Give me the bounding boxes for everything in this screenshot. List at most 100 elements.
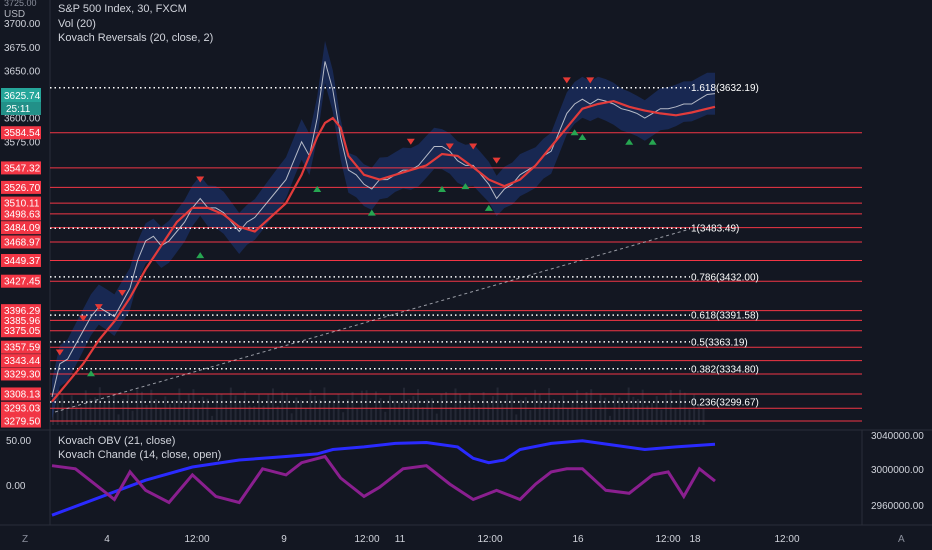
level-badge — [1, 274, 41, 288]
volume-bar — [393, 400, 396, 425]
volume-bar — [637, 398, 639, 425]
volume-bar — [669, 389, 672, 425]
volume-bar — [543, 402, 546, 425]
level-badge-label: 3468.97 — [4, 237, 41, 248]
price-axis-ticks[interactable]: 3700.00 3675.00 3650.00 3600.00 3575.00 — [4, 19, 41, 148]
fib-label: 0.236(3299.67) — [691, 397, 759, 408]
sell-signal-arrow — [492, 157, 501, 164]
volume-bar — [201, 396, 204, 425]
volume-bar — [304, 408, 307, 425]
volume-bar — [295, 397, 298, 425]
fib-label: 0.618(3391.58) — [691, 311, 759, 322]
trend-line[interactable] — [54, 228, 691, 413]
lower-right-tick: 2960000.00 — [871, 501, 924, 512]
buy-signal-arrow — [484, 204, 493, 211]
volume-bar — [632, 396, 635, 425]
sell-signal-arrow — [94, 304, 103, 311]
price-tick: 3675.00 — [4, 43, 41, 54]
volume-bar — [473, 404, 476, 425]
volume-bar — [571, 400, 574, 425]
volume-bar — [417, 389, 420, 425]
level-badge-label: 3343.44 — [4, 356, 41, 367]
volume-bar — [622, 403, 625, 425]
fib-label: 1.618(3632.19) — [691, 83, 759, 94]
volume-bar — [211, 415, 214, 425]
volume-bar — [56, 389, 59, 425]
volume-bar — [693, 394, 696, 425]
volume-bar — [463, 405, 466, 425]
volume-bar — [108, 397, 111, 425]
timezone-button[interactable]: Z — [22, 534, 28, 545]
volume-bar — [346, 399, 349, 425]
volume-indicator-legend[interactable]: Vol (20) — [58, 18, 96, 30]
right-axis-bg — [862, 0, 932, 550]
volume-bar — [468, 392, 471, 425]
kovach-band-area — [52, 40, 715, 420]
reversal-signals — [55, 77, 657, 377]
volume-bar — [98, 387, 101, 425]
volume-bar — [150, 389, 153, 425]
price-tick: 3575.00 — [4, 137, 41, 148]
chande-indicator-legend[interactable]: Kovach Chande (14, close, open) — [58, 449, 222, 461]
level-badge — [1, 340, 41, 354]
time-axis[interactable]: 4 12:00 9 12:00 11 12:00 16 12:00 18 12:00 — [104, 534, 800, 545]
volume-bar — [342, 412, 345, 425]
volume-bar — [257, 393, 260, 425]
volume-bar — [145, 404, 148, 425]
volume-bar — [688, 409, 691, 425]
lower-right-tick: 3040000.00 — [871, 431, 924, 442]
volume-bar — [491, 396, 494, 425]
kovach-band — [52, 40, 715, 420]
volume-bar — [187, 393, 190, 425]
volume-bar — [440, 393, 443, 425]
volume-bar — [548, 388, 551, 425]
reversals-indicator-legend[interactable]: Kovach Reversals (20, close, 2) — [58, 32, 214, 44]
level-badge — [1, 354, 41, 368]
obv-indicator-legend[interactable]: Kovach OBV (21, close) — [58, 435, 176, 447]
auto-scale-button[interactable]: A — [898, 534, 905, 545]
level-badge — [1, 414, 41, 428]
volume-bar — [136, 389, 139, 425]
volume-bar — [52, 409, 54, 425]
volume-bar — [225, 404, 228, 425]
level-badge-label: 3510.11 — [4, 199, 40, 210]
buy-signal-arrow — [438, 186, 446, 193]
volume-bar — [660, 409, 663, 425]
volume-bar — [651, 402, 654, 425]
volume-bar — [501, 403, 504, 425]
volume-bar — [496, 387, 499, 425]
symbol-title[interactable]: S&P 500 Index, 30, FXCM — [58, 3, 187, 15]
volume-bar — [89, 398, 92, 425]
level-badge-label: 3293.03 — [4, 404, 41, 415]
volume-bar — [608, 415, 611, 425]
volume-bar — [309, 389, 312, 425]
level-badge-label: 3498.63 — [4, 209, 41, 220]
volume-bar — [697, 403, 700, 425]
level-badge-label: 3584.54 — [4, 128, 41, 139]
level-badge — [1, 367, 41, 381]
volume-bar — [178, 388, 181, 425]
volume-bar — [80, 406, 83, 425]
volume-bar — [459, 393, 462, 425]
volume-bar — [379, 398, 382, 425]
volume-bar — [646, 405, 649, 425]
fibonacci-lines[interactable]: 1.618(3632.19) 1(3483.49) 0.786(3432.00) 0.… — [50, 83, 759, 408]
volume-bar — [599, 393, 602, 425]
volume-bar — [215, 393, 218, 425]
volume-bar — [388, 395, 391, 425]
support-resistance-lines[interactable] — [50, 132, 862, 422]
volume-bar — [206, 398, 209, 425]
volume-bar — [627, 387, 630, 425]
sell-signal-arrow — [55, 349, 64, 356]
level-badge — [1, 126, 41, 140]
buy-signal-arrow — [196, 252, 205, 259]
volume-bar — [477, 407, 480, 425]
time-tick: 12:00 — [354, 534, 379, 545]
volume-bar — [248, 405, 251, 425]
volume-bar — [454, 388, 457, 425]
level-badge — [1, 313, 41, 327]
volume-bar — [431, 398, 434, 425]
level-badge-label: 3449.37 — [4, 256, 41, 267]
sell-signal-arrow — [469, 143, 478, 150]
